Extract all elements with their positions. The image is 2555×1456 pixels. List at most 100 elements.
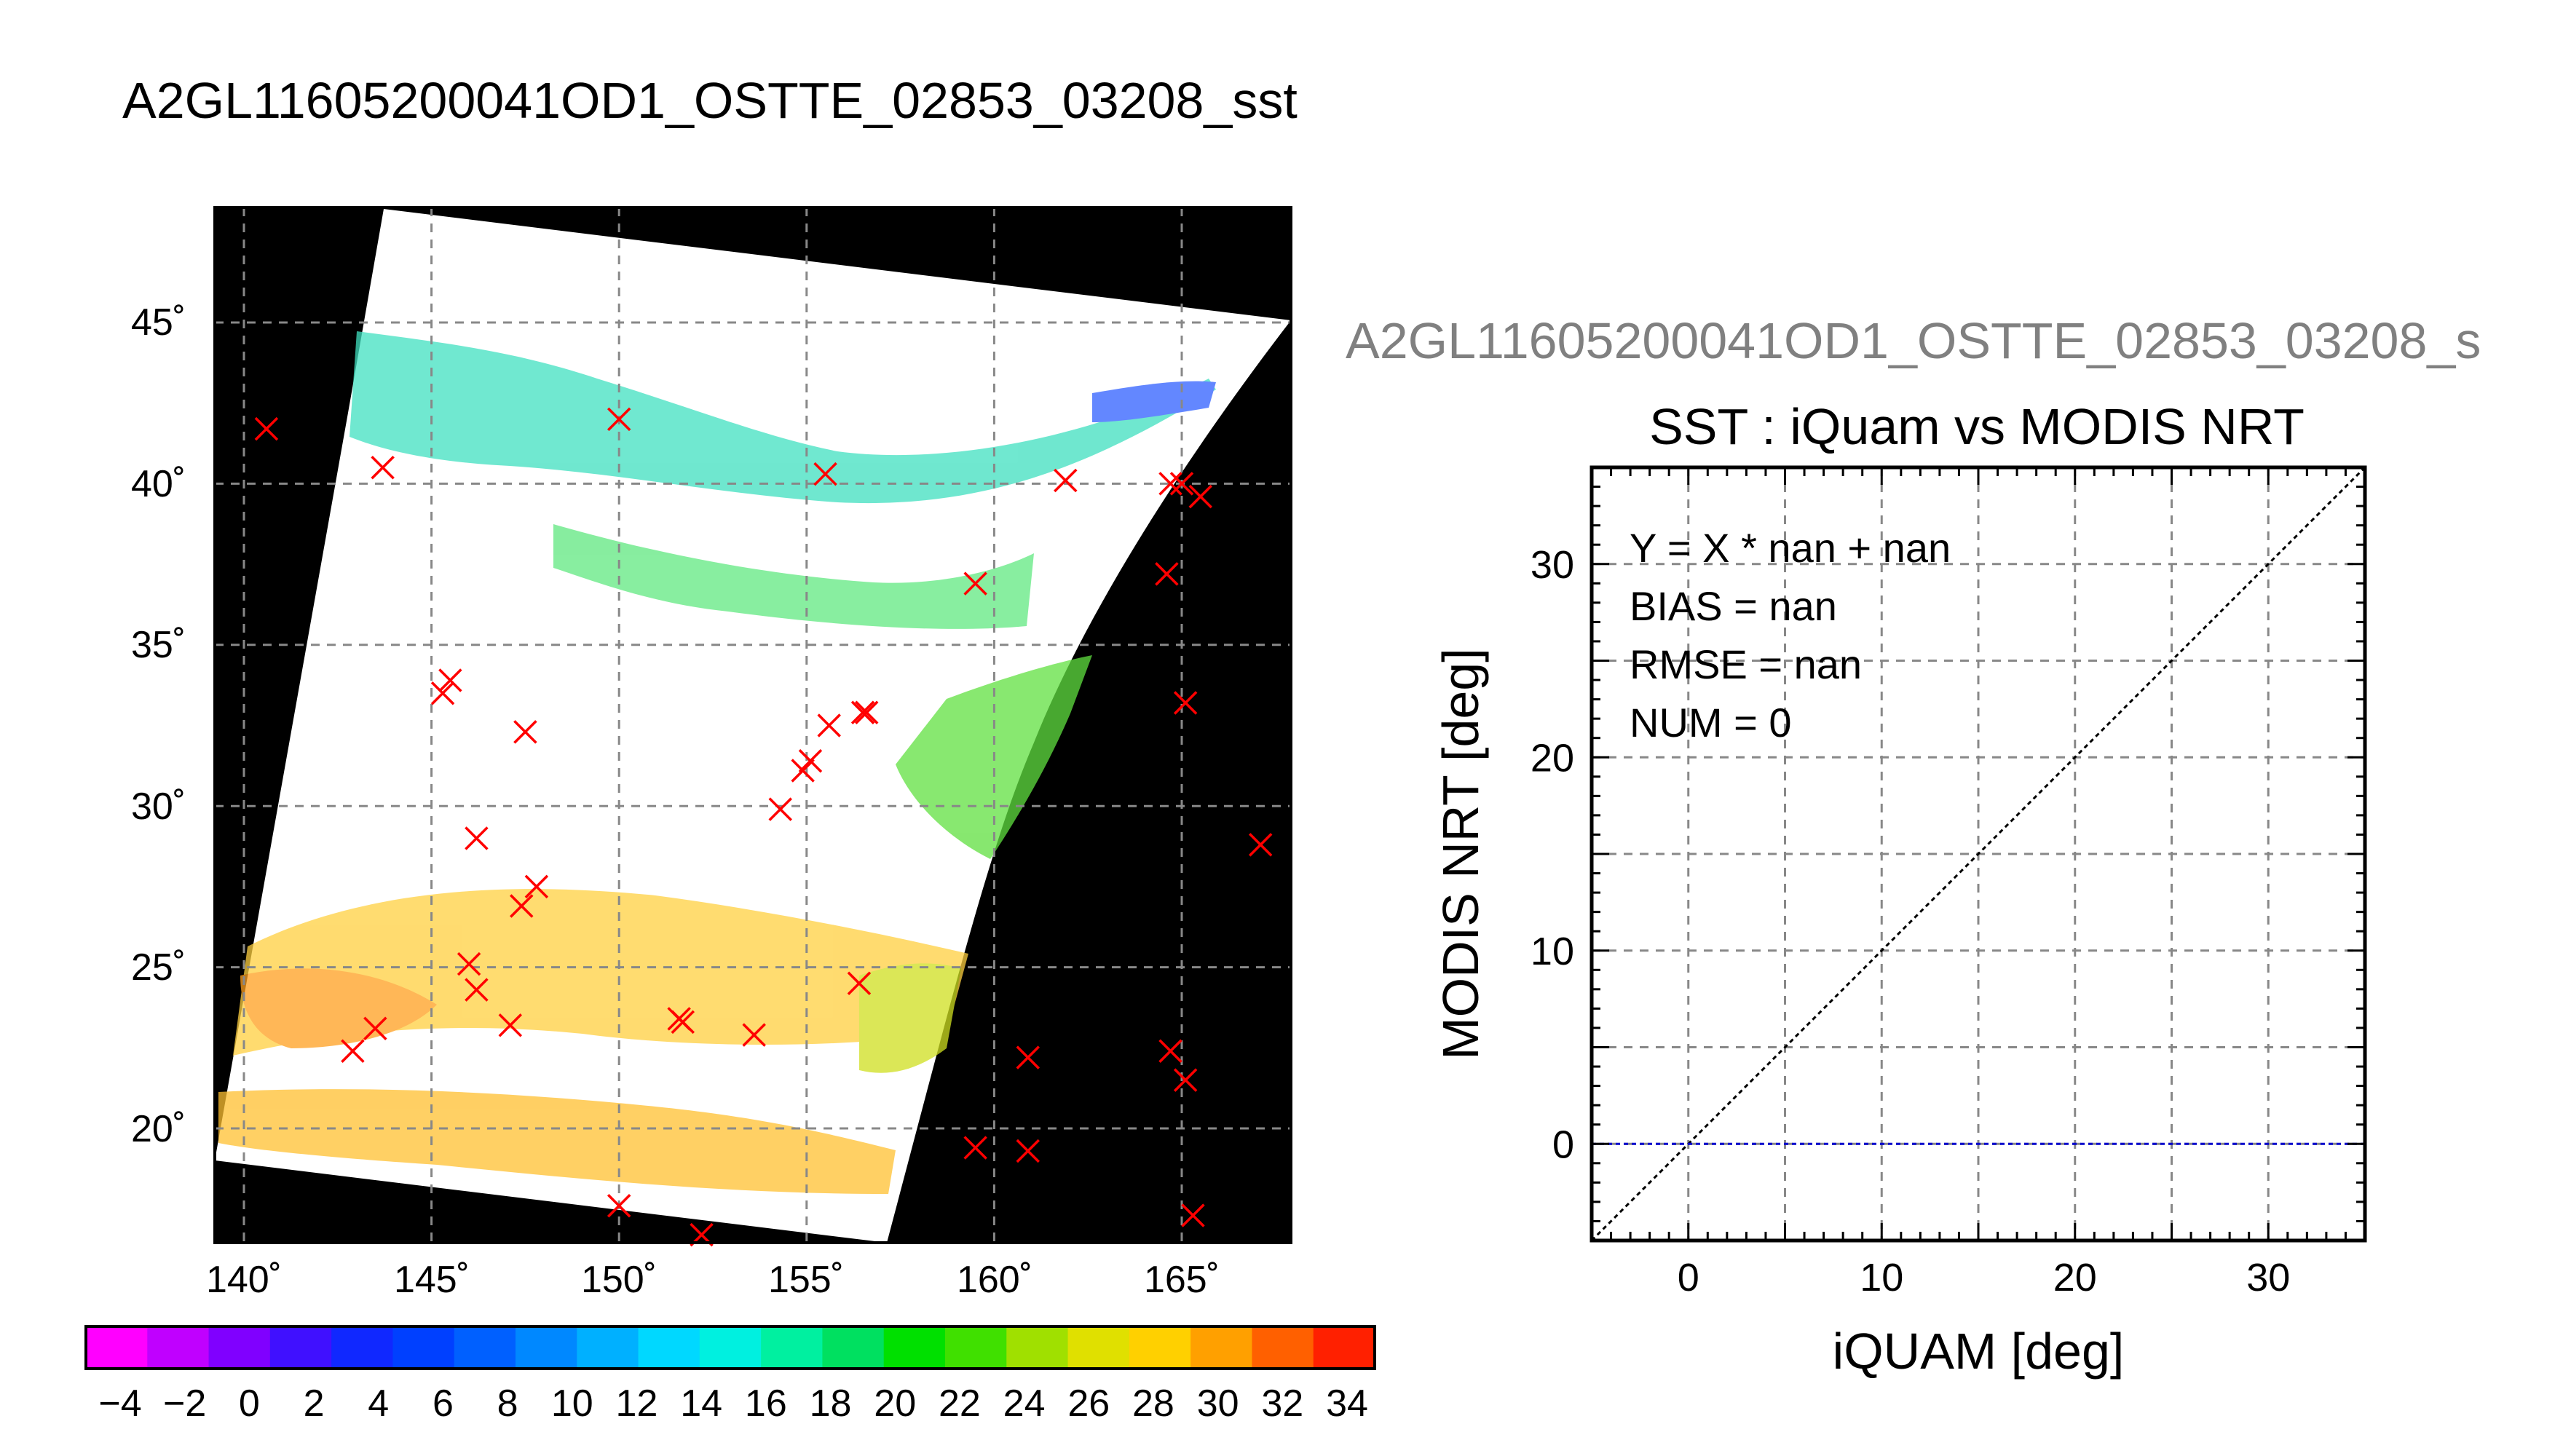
x-tick-labels: 0 10 20 30 bbox=[1678, 1256, 2291, 1299]
y-tick-label: 10 bbox=[1531, 930, 1574, 973]
x-axis-label: iQUAM [deg] bbox=[1833, 1323, 2125, 1380]
colorbar-tick-label: 28 bbox=[1132, 1382, 1174, 1425]
colorbar-swatch bbox=[269, 1326, 332, 1369]
colorbar-labels: −4 −2 0 2 4 6 8 10 12 14 16 18 20 22 24 26 28 30 32 34 bbox=[98, 1382, 1368, 1425]
scatter-frame bbox=[1590, 465, 2367, 1243]
buoy-marker bbox=[1188, 484, 1212, 509]
buoy-marker bbox=[791, 759, 815, 783]
colorbar-swatch bbox=[1190, 1326, 1252, 1369]
map-panel: 140˚ 145˚ 150˚ 155˚ 160˚ 165˚ 45˚ 40˚ 35… bbox=[131, 206, 1292, 1301]
colorbar-tick-label: 0 bbox=[239, 1382, 260, 1425]
map-markers bbox=[254, 407, 1273, 1247]
buoy-marker bbox=[850, 700, 875, 725]
buoy-marker bbox=[607, 1194, 631, 1218]
buoy-marker bbox=[498, 1013, 523, 1037]
buoy-marker bbox=[524, 874, 549, 899]
stats-fit: Y = X * nan + nan bbox=[1630, 525, 1951, 571]
buoy-marker bbox=[1158, 472, 1182, 496]
x-tick-label: 20 bbox=[2053, 1256, 2097, 1299]
buoy-marker bbox=[465, 826, 489, 850]
sst-patch-south-2 bbox=[240, 968, 437, 1048]
stats-bias: BIAS = nan bbox=[1630, 583, 1837, 629]
lon-label-155: 155˚ bbox=[768, 1259, 844, 1301]
buoy-marker bbox=[1248, 833, 1273, 857]
colorbar-frame bbox=[84, 1325, 1376, 1370]
colorbar: −4 −2 0 2 4 6 8 10 12 14 16 18 20 22 24 26 28 30 32 34 bbox=[84, 1325, 1376, 1425]
colorbar-swatch bbox=[1129, 1326, 1191, 1369]
colorbar-tick-label: 6 bbox=[433, 1382, 454, 1425]
buoy-marker bbox=[1016, 1045, 1040, 1069]
right-title: A2GL11605200041OD1_OSTTE_02853_03208_s bbox=[1346, 312, 2481, 369]
colorbar-tick-label: 18 bbox=[810, 1382, 852, 1425]
buoy-marker bbox=[438, 668, 462, 692]
x-tick-label: 30 bbox=[2246, 1256, 2290, 1299]
colorbar-swatch bbox=[1067, 1326, 1130, 1369]
colorbar-tick-label: 2 bbox=[304, 1382, 325, 1425]
colorbar-tick-label: 10 bbox=[551, 1382, 593, 1425]
map-grid bbox=[215, 207, 1291, 1243]
x-tick-label: 0 bbox=[1678, 1256, 1699, 1299]
colorbar-swatch bbox=[1313, 1326, 1375, 1369]
buoy-marker bbox=[1158, 1039, 1182, 1063]
buoy-marker bbox=[457, 951, 481, 976]
stats-num: NUM = 0 bbox=[1630, 700, 1792, 745]
buoy-marker bbox=[341, 1039, 365, 1063]
colorbar-tick-label: −2 bbox=[163, 1382, 206, 1425]
lat-label-25: 25˚ bbox=[131, 946, 186, 989]
lat-label-35: 35˚ bbox=[131, 624, 186, 666]
colorbar-swatch bbox=[1252, 1326, 1314, 1369]
colorbar-tick-label: 32 bbox=[1261, 1382, 1303, 1425]
buoy-marker bbox=[363, 1016, 387, 1040]
buoy-marker bbox=[854, 700, 879, 725]
colorbar-tick-label: 8 bbox=[497, 1382, 518, 1425]
chart-title: SST : iQuam vs MODIS NRT bbox=[1649, 398, 2305, 455]
colorbar-tick-label: 30 bbox=[1197, 1382, 1239, 1425]
buoy-marker bbox=[963, 571, 987, 596]
y-tick-label: 20 bbox=[1531, 736, 1574, 780]
lat-label-40: 40˚ bbox=[131, 463, 186, 505]
buoy-marker bbox=[1016, 1139, 1040, 1163]
y-tick-label: 30 bbox=[1531, 543, 1574, 587]
buoy-marker bbox=[1173, 1068, 1198, 1092]
buoy-marker bbox=[1181, 1203, 1205, 1227]
colorbar-swatch bbox=[945, 1326, 1007, 1369]
buoy-marker bbox=[671, 1010, 695, 1034]
colorbar-swatch bbox=[761, 1326, 823, 1369]
buoy-marker bbox=[1173, 691, 1198, 715]
buoy-marker bbox=[1169, 472, 1194, 496]
colorbar-tick-label: 22 bbox=[939, 1382, 981, 1425]
colorbar-swatch bbox=[331, 1326, 393, 1369]
y-axis-label: MODIS NRT [deg] bbox=[1432, 648, 1489, 1059]
stats-rmse: RMSE = nan bbox=[1630, 641, 1862, 687]
buoy-marker bbox=[813, 462, 837, 486]
lon-label-150: 150˚ bbox=[581, 1259, 657, 1301]
colorbar-swatch bbox=[516, 1326, 577, 1369]
sst-patch-southeast bbox=[859, 963, 961, 1073]
lat-label-20: 20˚ bbox=[131, 1108, 186, 1150]
map-frame bbox=[213, 206, 1292, 1244]
colorbar-swatch bbox=[638, 1326, 700, 1369]
colorbar-tick-label: −4 bbox=[98, 1382, 141, 1425]
colorbar-tick-label: 14 bbox=[680, 1382, 722, 1425]
buoy-marker bbox=[963, 1136, 987, 1160]
sst-patch-south-3 bbox=[218, 1089, 896, 1194]
sst-patch-north bbox=[350, 331, 1216, 504]
sst-patch-north-blue bbox=[1092, 381, 1216, 422]
y-tick-label: 0 bbox=[1552, 1123, 1574, 1166]
scatter-panel: 0 10 20 30 0 10 20 30 iQUAM [deg] MODIS NRT [d… bbox=[1432, 465, 2367, 1380]
lon-label-165: 165˚ bbox=[1144, 1259, 1220, 1301]
colorbar-swatch bbox=[454, 1326, 516, 1369]
buoy-marker bbox=[465, 978, 489, 1002]
map-lat-labels: 45˚ 40˚ 35˚ 30˚ 25˚ 20˚ bbox=[131, 301, 186, 1150]
x-tick-label: 10 bbox=[1860, 1256, 1903, 1299]
buoy-marker bbox=[847, 971, 872, 995]
buoy-marker bbox=[1155, 562, 1179, 586]
colorbar-swatch bbox=[86, 1326, 148, 1369]
buoy-marker bbox=[510, 894, 534, 918]
colorbar-swatch bbox=[883, 1326, 946, 1369]
colorbar-swatch bbox=[1006, 1326, 1069, 1369]
buoy-marker bbox=[607, 407, 631, 432]
buoy-marker bbox=[1054, 468, 1078, 493]
colorbar-swatch bbox=[208, 1326, 271, 1369]
